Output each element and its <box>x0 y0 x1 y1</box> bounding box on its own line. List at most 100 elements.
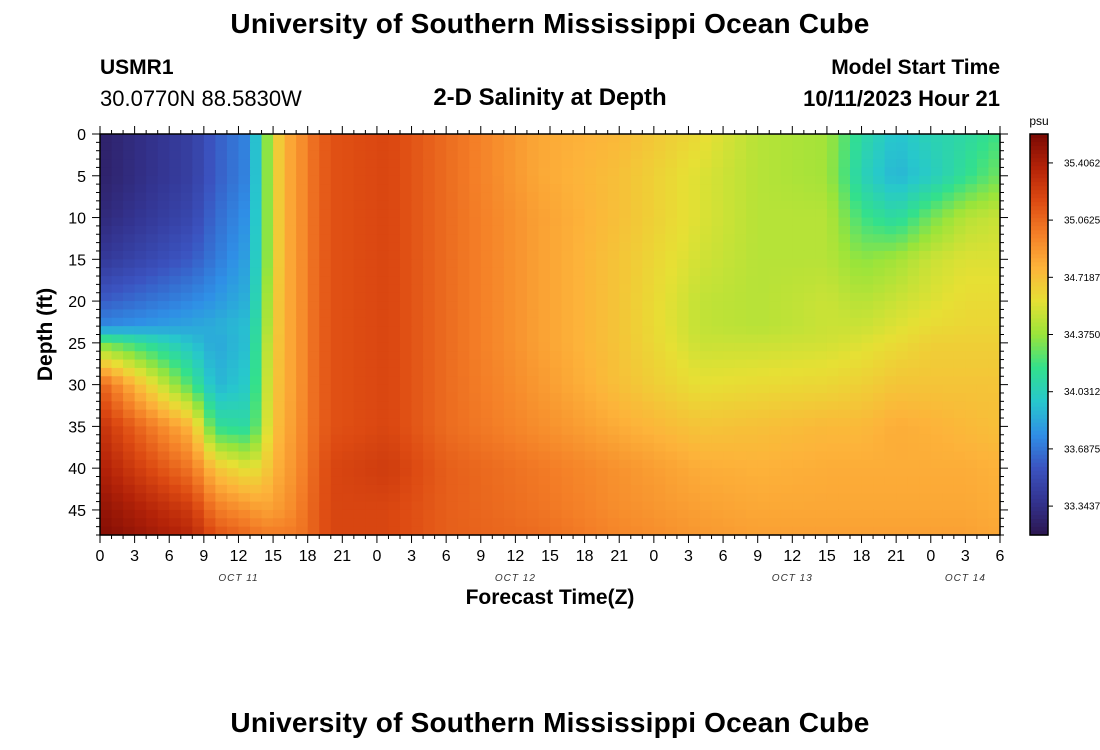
heatmap-cell <box>700 384 713 394</box>
heatmap-cell <box>169 509 182 519</box>
colorbar-segment <box>1030 282 1048 287</box>
heatmap-cell <box>515 142 528 152</box>
heatmap-cell <box>538 317 551 327</box>
heatmap-cell <box>665 334 678 344</box>
heatmap-cell <box>550 184 563 194</box>
heatmap-cell <box>388 259 401 269</box>
heatmap-cell <box>100 509 113 519</box>
heatmap-cell <box>342 326 355 336</box>
x-tick-label: 6 <box>165 548 174 565</box>
heatmap-cell <box>561 301 574 311</box>
heatmap-cell <box>261 150 274 160</box>
heatmap-cell <box>930 443 943 453</box>
heatmap-cell <box>423 292 436 302</box>
heatmap-cell <box>515 234 528 244</box>
heatmap-cell <box>446 401 459 411</box>
heatmap-cell <box>169 134 182 143</box>
heatmap-cell <box>261 301 274 311</box>
heatmap-cell <box>353 159 366 169</box>
heatmap-cell <box>838 426 851 436</box>
heatmap-cell <box>838 409 851 419</box>
heatmap-cell <box>630 326 643 336</box>
heatmap-cell <box>469 326 482 336</box>
heatmap-cell <box>976 518 990 528</box>
heatmap-cell <box>619 367 632 377</box>
heatmap-cell <box>180 142 193 152</box>
heatmap-cell <box>226 234 240 244</box>
heatmap-cell <box>284 518 297 528</box>
heatmap-cell <box>792 284 805 294</box>
heatmap-cell <box>307 234 320 244</box>
heatmap-cell <box>526 401 540 411</box>
heatmap-cell <box>169 518 182 528</box>
heatmap-cell <box>330 501 343 511</box>
heatmap-cell <box>503 418 516 427</box>
heatmap-cell <box>203 209 216 219</box>
heatmap-cell <box>607 468 620 478</box>
heatmap-cell <box>180 451 193 461</box>
heatmap-cell <box>457 459 470 469</box>
heatmap-cell <box>642 159 655 169</box>
heatmap-cell <box>226 317 240 327</box>
colorbar-segment <box>1030 454 1048 460</box>
heatmap-cell <box>250 134 263 143</box>
heatmap-cell <box>457 526 470 536</box>
heatmap-cell <box>976 418 990 427</box>
heatmap-cell <box>226 351 240 361</box>
heatmap-cell <box>723 159 736 169</box>
heatmap-cell <box>757 234 770 244</box>
heatmap-cell <box>826 292 840 302</box>
heatmap-cell <box>411 326 424 336</box>
heatmap-cell <box>215 426 228 436</box>
heatmap-cell <box>400 234 413 244</box>
heatmap-cell <box>861 150 874 160</box>
heatmap-cell <box>446 292 459 302</box>
heatmap-cell <box>815 234 828 244</box>
heatmap-cell <box>353 259 366 269</box>
heatmap-cell <box>342 509 355 519</box>
heatmap-cell <box>342 309 355 319</box>
heatmap-cell <box>250 468 263 478</box>
heatmap-cell <box>930 250 943 260</box>
heatmap-cell <box>826 142 840 152</box>
heatmap-cell <box>642 426 655 436</box>
heatmap-cell <box>630 200 643 210</box>
heatmap-cell <box>653 426 666 436</box>
heatmap-cell <box>284 426 297 436</box>
heatmap-cell <box>873 484 886 494</box>
heatmap-cell <box>203 493 216 503</box>
heatmap-cell <box>792 217 805 227</box>
heatmap-cell <box>180 418 193 427</box>
heatmap-cell <box>850 234 863 244</box>
heatmap-cell <box>192 401 205 411</box>
heatmap-cell <box>319 150 332 160</box>
heatmap-cell <box>469 443 482 453</box>
heatmap-cell <box>665 317 678 327</box>
heatmap-cell <box>250 484 263 494</box>
heatmap-cell <box>988 167 1001 177</box>
heatmap-cell <box>457 426 470 436</box>
heatmap-cell <box>700 409 713 419</box>
heatmap-cell <box>676 401 690 411</box>
heatmap-cell <box>734 459 747 469</box>
heatmap-cell <box>134 159 147 169</box>
heatmap-cell <box>688 476 701 486</box>
heatmap-cell <box>169 392 182 402</box>
heatmap-cell <box>965 250 978 260</box>
colorbar-segment <box>1030 346 1048 352</box>
heatmap-cell <box>250 284 263 294</box>
heatmap-cell <box>907 526 920 536</box>
heatmap-cell <box>561 484 574 494</box>
heatmap-cell <box>642 359 655 369</box>
heatmap-cell <box>619 217 632 227</box>
heatmap-cell <box>700 392 713 402</box>
heatmap-cell <box>400 242 413 252</box>
heatmap-cell <box>746 167 759 177</box>
heatmap-cell <box>111 401 124 411</box>
heatmap-cell <box>965 518 978 528</box>
heatmap-cell <box>965 309 978 319</box>
heatmap-cell <box>492 142 505 152</box>
heatmap-cell <box>780 184 793 194</box>
heatmap-cell <box>434 509 447 519</box>
heatmap-cell <box>273 267 286 277</box>
